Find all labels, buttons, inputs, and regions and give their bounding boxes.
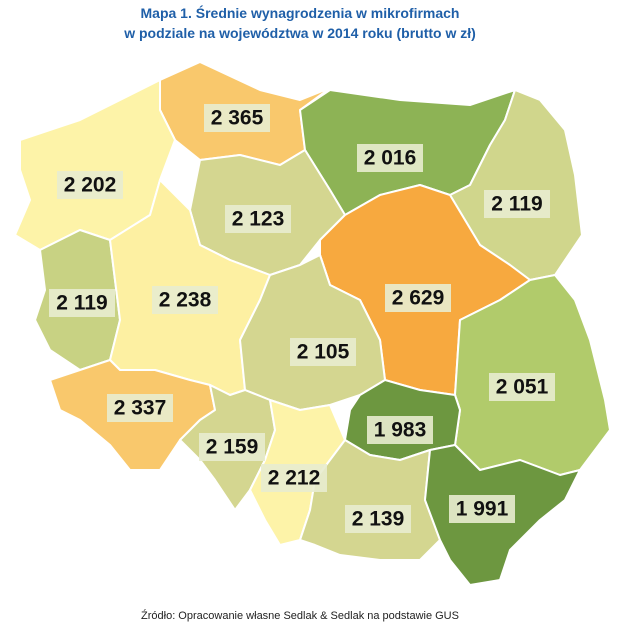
region-value: 2 365 — [211, 107, 264, 130]
label-box — [204, 104, 270, 132]
region-value: 2 629 — [392, 287, 445, 310]
region-value: 2 119 — [491, 193, 542, 216]
label-box — [225, 205, 291, 233]
label-box — [199, 433, 265, 461]
region-value: 2 159 — [206, 436, 259, 459]
label-box — [484, 190, 550, 218]
region-value: 2 051 — [496, 376, 549, 399]
region-value: 2 016 — [364, 147, 417, 170]
region-value: 2 119 — [56, 292, 107, 315]
region-value: 2 105 — [297, 341, 350, 364]
label-box — [290, 338, 356, 366]
label-box — [107, 394, 173, 422]
region-value: 1 983 — [374, 419, 427, 442]
region-value: 2 139 — [352, 508, 405, 531]
label-box — [49, 289, 115, 317]
label-box — [449, 495, 515, 523]
region-value: 2 123 — [232, 208, 285, 231]
label-box — [385, 284, 451, 312]
label-box — [261, 464, 327, 492]
source-note: Źródło: Opracowanie własne Sedlak & Sedl… — [141, 609, 459, 622]
label-box — [489, 373, 555, 401]
title-line: Mapa 1. Średnie wynagrodzenia w mikrofir… — [141, 4, 460, 21]
label-box — [57, 171, 123, 199]
title-line: w podziale na województwa w 2014 roku (b… — [123, 25, 476, 41]
region-value: 2 212 — [268, 467, 321, 490]
label-layer: 2 365 2 202 2 016 2 119 2 123 2 629 2 119 2 238… — [49, 104, 555, 533]
label-box — [357, 144, 423, 172]
region-layer — [14, 61, 611, 586]
region-value: 2 337 — [114, 397, 167, 420]
region-value: 1 991 — [456, 498, 509, 521]
region-value: 2 202 — [64, 174, 117, 197]
label-box — [367, 416, 433, 444]
label-box — [152, 286, 218, 314]
label-box — [345, 505, 411, 533]
region-value: 2 238 — [159, 289, 212, 312]
